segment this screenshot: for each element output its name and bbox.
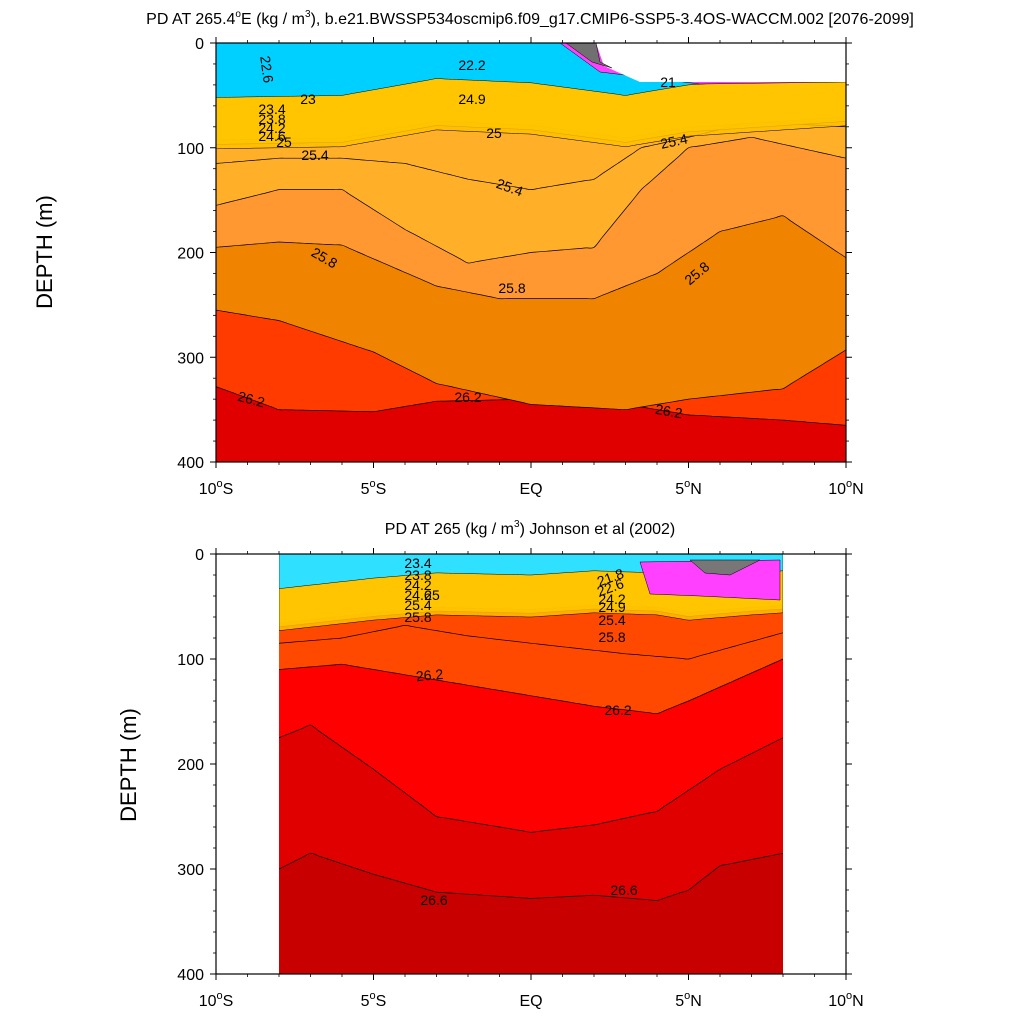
contour-label: 25	[486, 125, 502, 141]
surface-grey	[565, 43, 613, 69]
contour-line	[279, 625, 783, 660]
contour-label: 23.4	[404, 555, 431, 571]
contour-label: 24.2	[598, 591, 625, 607]
contour-line	[216, 215, 846, 300]
contour-label: 26.2	[236, 388, 267, 411]
x-tick-label: 10oS	[199, 990, 234, 1010]
contour-label: 24.6	[258, 128, 285, 144]
chart-title: PD AT 265.4oE (kg / m3), b.e21.BWSSP534o…	[146, 9, 914, 28]
contour-label: 22.6	[257, 55, 277, 84]
contour-label: 25.4	[598, 612, 625, 628]
contour-line	[216, 309, 846, 410]
plot-area	[279, 554, 783, 974]
contour-label: 25	[424, 587, 440, 603]
contour-label: 26.6	[420, 892, 447, 908]
y-tick-label: 0	[195, 547, 204, 564]
contour-label: 24.9	[458, 91, 485, 107]
y-axis-label: DEPTH (m)	[116, 708, 141, 822]
contour-line	[279, 658, 783, 715]
y-tick-label: 400	[177, 967, 204, 984]
x-tick-label: EQ	[519, 481, 542, 498]
panel-ssp534os: 0 100 200 300 400 10oS 5oS EQ 5oN 10oN DEPTH (m) PD…	[32, 9, 914, 498]
contour-label: 22.2	[458, 57, 485, 73]
contour-label: 25.8	[598, 629, 625, 645]
contour-label: 25.4	[301, 147, 328, 163]
y-tick-label: 300	[177, 350, 204, 367]
contour-label: 23.8	[404, 567, 431, 583]
plot-area	[216, 43, 846, 462]
x-tick-label: 10oS	[199, 478, 234, 498]
x-tick-label: 5oS	[361, 478, 387, 498]
contour-label: 25.4	[659, 130, 689, 151]
contour-label: 26.2	[454, 389, 481, 405]
contour-line	[216, 136, 846, 264]
contour-label: 25	[276, 134, 292, 150]
x-tick-label: 5oN	[675, 478, 702, 498]
surface-grey	[689, 559, 761, 576]
contour-label: 25.8	[404, 609, 431, 625]
contour-label: 21	[660, 74, 676, 90]
contour-label: 23.8	[258, 111, 285, 127]
x-tick-label: 10oN	[828, 990, 863, 1010]
contour-label: 24.2	[404, 577, 431, 593]
y-tick-label: 0	[195, 36, 204, 53]
contour-label: 25.8	[498, 280, 525, 296]
contour-labels: 22.62323.423.824.224.62525.425.826.222.2…	[236, 55, 712, 422]
contour-line	[279, 724, 783, 833]
panel-johnson-2002: 0 100 200 300 400 10oS 5oS EQ 5oN 10oN DEPTH (m) PD…	[116, 519, 864, 1010]
contour-label: 24.2	[258, 120, 285, 136]
y-tick-label: 100	[177, 141, 204, 158]
x-tick-label: 10oN	[828, 478, 863, 498]
contour-label: 26.2	[654, 401, 684, 422]
y-axis-label: DEPTH (m)	[32, 195, 57, 309]
x-tick-label: 5oN	[675, 990, 702, 1010]
chart-title: PD AT 265 (kg / m3) Johnson et al (2002)	[385, 519, 675, 538]
ticks: 0 100 200 300 400 10oS 5oS EQ 5oN 10oN	[177, 36, 863, 498]
contour-label: 23	[300, 91, 316, 107]
surface-void	[560, 43, 846, 82]
ticks: 0 100 200 300 400 10oS 5oS EQ 5oN 10oN	[177, 547, 863, 1010]
y-tick-label: 400	[177, 455, 204, 472]
contour-label: 23.4	[258, 101, 285, 117]
contour-label: 26.2	[415, 666, 444, 684]
contour-label: 24.9	[598, 599, 625, 615]
contour-line	[279, 852, 783, 901]
y-tick-label: 300	[177, 862, 204, 879]
contour-label: 25.4	[404, 597, 431, 613]
contour-label: 24.6	[404, 587, 431, 603]
x-tick-label: 5oS	[361, 990, 387, 1010]
y-tick-label: 200	[177, 757, 204, 774]
contour-label: 26.2	[604, 702, 631, 718]
contour-label: 26.6	[610, 882, 637, 898]
x-tick-label: EQ	[519, 993, 542, 1010]
y-tick-label: 200	[177, 246, 204, 263]
y-tick-label: 100	[177, 652, 204, 669]
contour-labels: 23.423.824.224.62525.425.826.225.825.424…	[404, 555, 637, 908]
